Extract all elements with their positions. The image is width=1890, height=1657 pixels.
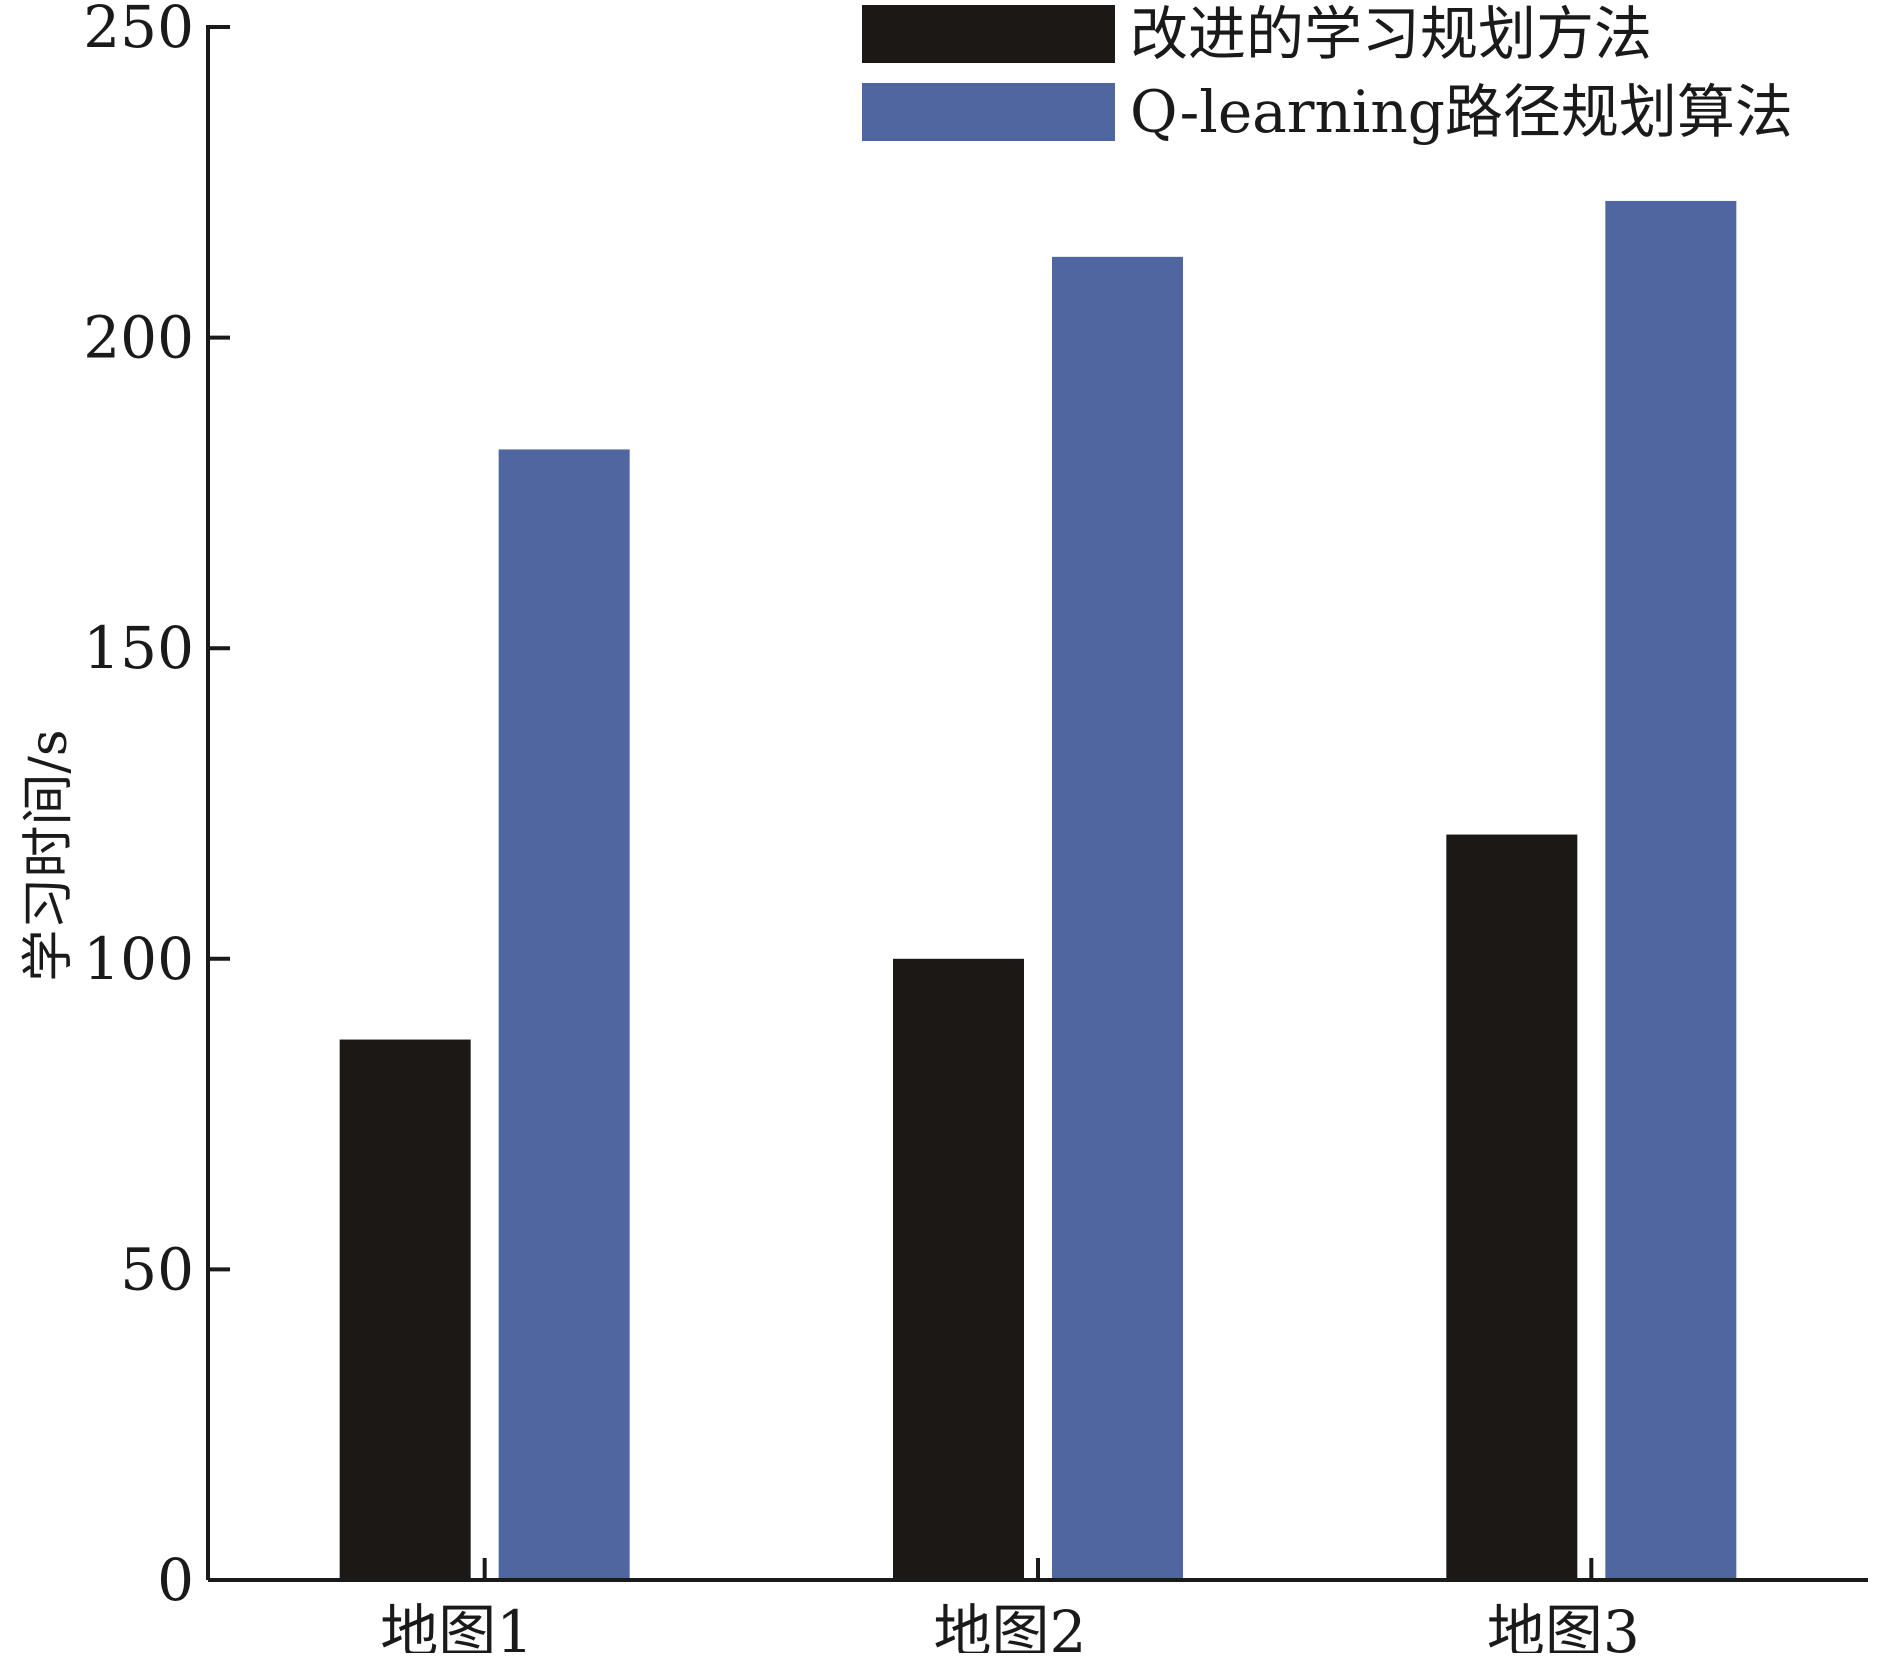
bar-series-1-3 [1446, 834, 1578, 1580]
y-axis-label: 学习时间/s [19, 729, 79, 981]
x-tick-label: 地图2 [934, 1598, 1087, 1653]
y-tick-label: 200 [83, 304, 194, 372]
x-ticks: 地图1 地图2 地图3 [380, 1558, 1640, 1657]
y-tick-label: 50 [120, 1235, 194, 1303]
bar-series-2-3 [1605, 200, 1737, 1580]
y-tick-label: 250 [83, 0, 194, 61]
bar-series-2-1 [498, 449, 630, 1580]
bars-layer [339, 200, 1737, 1580]
bar-series-2-2 [1052, 256, 1183, 1580]
legend-label-2: Q-learning路径规划算法 [1130, 78, 1793, 146]
x-tick-label: 地图3 [1487, 1598, 1640, 1653]
bar-series-1-1 [339, 1039, 471, 1580]
legend-label-1: 改进的学习规划方法 [1130, 0, 1652, 68]
bar-series-1-2 [893, 958, 1024, 1580]
y-ticks: 0 50 100 150 200 250 [83, 0, 230, 1614]
legend: 改进的学习规划方法 Q-learning路径规划算法 [862, 0, 1793, 146]
y-tick-label: 0 [157, 1546, 194, 1614]
x-tick-label: 地图1 [380, 1598, 533, 1653]
legend-swatch-1 [862, 5, 1115, 63]
legend-swatch-2 [862, 83, 1115, 141]
y-tick-label: 100 [83, 925, 194, 993]
y-tick-label: 150 [83, 614, 194, 682]
